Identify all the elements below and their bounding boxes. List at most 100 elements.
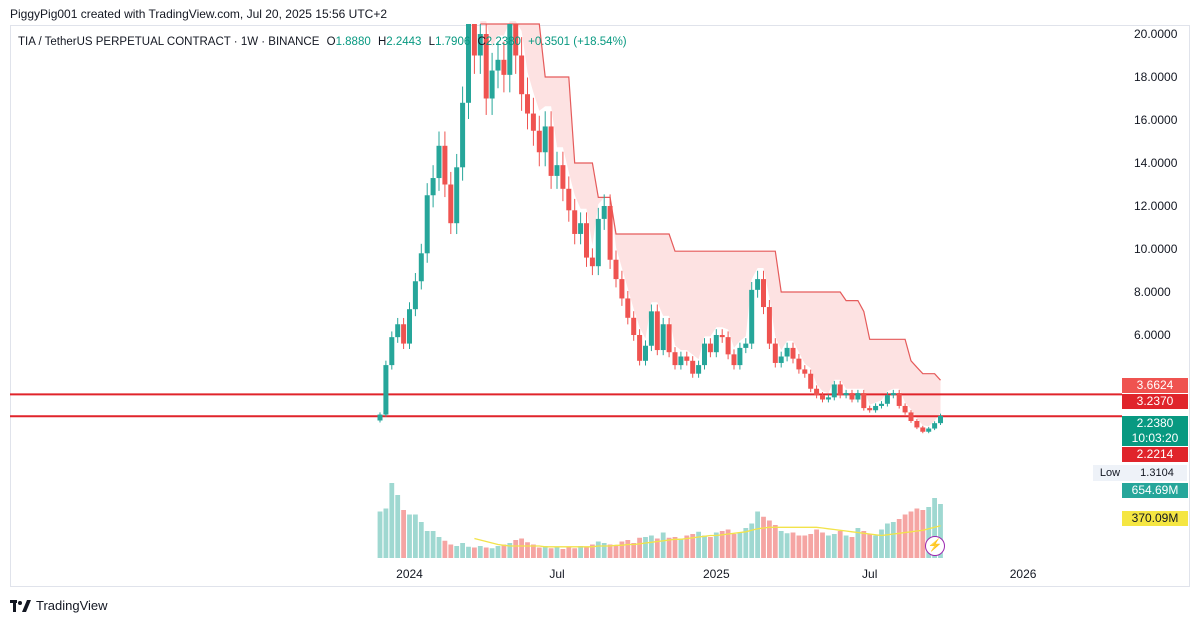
chart-legend: TIA / TetherUS PERPETUAL CONTRACT · 1W ·… <box>18 36 627 48</box>
volume-bar <box>767 520 772 558</box>
candle-body <box>743 343 749 348</box>
volume-bar <box>601 543 607 558</box>
candle-body <box>477 34 483 56</box>
candle-body <box>389 337 395 366</box>
candle <box>719 329 725 343</box>
candle-body <box>513 24 519 56</box>
candle-body <box>648 311 654 346</box>
candle-body <box>737 347 743 366</box>
x-axis-tick-label: 2026 <box>1010 567 1037 581</box>
candle <box>873 403 879 413</box>
candle-body <box>914 421 920 428</box>
candle-body <box>589 257 595 267</box>
candle-body <box>554 165 560 176</box>
candle <box>778 351 784 368</box>
volume-ma-tag: 370.09M <box>1122 511 1188 526</box>
resistance-tag: 3.2370 <box>1122 394 1188 409</box>
volume-bar <box>672 537 678 558</box>
candle <box>578 212 584 245</box>
candle <box>418 243 424 290</box>
candle <box>731 349 737 370</box>
candle-body <box>501 59 507 75</box>
candle-body <box>584 223 589 258</box>
candle <box>737 342 743 370</box>
candle <box>932 421 938 431</box>
candle-body <box>601 206 607 219</box>
axis-layer: 6.0000 8.0000 10.0000 12.0000 14.0000 16.0000… <box>396 27 1178 581</box>
resistance-band-line <box>480 23 941 381</box>
candle <box>566 176 572 222</box>
volume-bar <box>477 546 483 558</box>
candle <box>483 24 489 115</box>
candle-body <box>572 210 578 234</box>
candle <box>442 131 448 198</box>
countdown-tag: 10:03:20 <box>1122 431 1188 446</box>
volume-bar <box>725 529 731 558</box>
volume-bar <box>525 542 530 558</box>
candle <box>519 37 525 111</box>
candle-body <box>890 393 896 396</box>
low-marker-label: Low <box>1093 465 1127 481</box>
volume-bar <box>814 529 819 558</box>
candle <box>507 24 513 93</box>
candle <box>584 212 589 267</box>
volume-bar <box>867 534 873 558</box>
y-axis-tick-label: 20.0000 <box>1134 27 1178 41</box>
volume-bar <box>460 543 465 558</box>
volume-bar <box>560 549 566 558</box>
volume-bar <box>696 531 701 558</box>
volume-bar <box>430 531 436 558</box>
candle-body <box>755 279 761 290</box>
volume-bar <box>820 532 825 558</box>
candle-body <box>418 253 424 282</box>
band-layer <box>480 21 941 427</box>
candle-body <box>489 70 495 99</box>
volume-bar <box>790 532 796 558</box>
volume-bar <box>708 537 713 558</box>
candle-body <box>631 317 637 335</box>
candle-body <box>613 259 619 280</box>
volume-bar <box>619 541 625 558</box>
candle-body <box>796 358 802 370</box>
volume-bar <box>731 534 737 558</box>
candle-body <box>507 24 513 75</box>
candle-body <box>772 343 778 363</box>
symbol-label[interactable]: TIA / TetherUS PERPETUAL CONTRACT · 1W ·… <box>18 36 320 48</box>
candle <box>849 389 855 403</box>
volume-bar <box>536 547 542 558</box>
volume-bar <box>401 510 406 558</box>
candle-body <box>725 337 731 355</box>
candle <box>572 198 578 245</box>
volume-bar <box>519 538 524 558</box>
volume-bar <box>407 514 412 558</box>
volume-bar <box>448 544 454 558</box>
volume-bar <box>584 546 589 558</box>
candle-body <box>471 24 477 56</box>
candle-body <box>761 279 766 308</box>
low-value: 1.7906 <box>435 36 471 48</box>
candle <box>595 207 601 276</box>
candle <box>548 111 554 189</box>
lightning-bolt-icon[interactable]: ⚡ <box>925 536 945 556</box>
candle <box>896 389 902 409</box>
volume-bar <box>861 531 867 558</box>
volume-bar <box>938 504 943 558</box>
volume-bar <box>395 495 401 558</box>
candle-body <box>595 218 601 267</box>
candle-body <box>873 405 879 411</box>
volume-bar <box>749 523 755 558</box>
volume-bar <box>489 548 495 558</box>
volume-bar <box>702 535 707 558</box>
candle <box>696 360 702 378</box>
chart-frame <box>10 25 1190 587</box>
volume-bar <box>902 514 908 558</box>
candle <box>660 317 666 356</box>
footer-brand[interactable]: TradingView <box>10 598 108 613</box>
candle-body <box>666 324 672 353</box>
volume-bar <box>637 537 642 558</box>
volume-bar <box>413 514 418 558</box>
candle-body <box>778 356 784 363</box>
candle <box>501 41 507 93</box>
candle-body <box>654 311 660 351</box>
